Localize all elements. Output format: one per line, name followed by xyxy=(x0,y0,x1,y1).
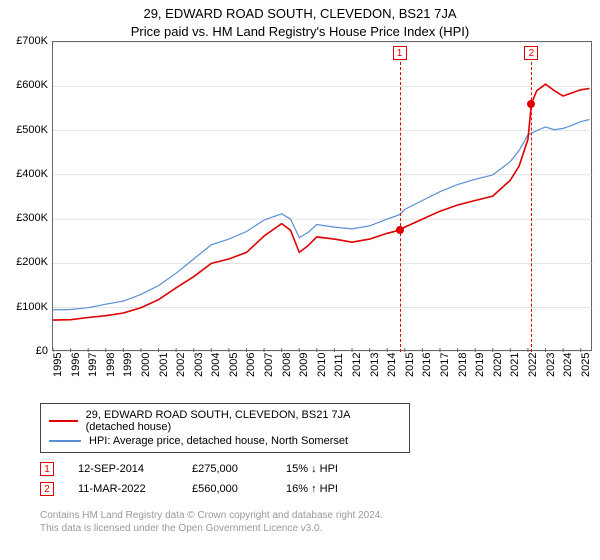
x-tick-label: 2004 xyxy=(210,353,222,377)
legend-row: 29, EDWARD ROAD SOUTH, CLEVEDON, BS21 7J… xyxy=(49,408,401,434)
x-tick-label: 2022 xyxy=(527,353,539,377)
x-tick-label: 2020 xyxy=(492,353,504,377)
legend-swatch xyxy=(49,420,78,422)
sale-badge: 2 xyxy=(40,482,54,496)
x-tick-label: 2003 xyxy=(193,353,205,377)
footer-line-2: This data is licensed under the Open Gov… xyxy=(40,522,600,535)
marker-flag-2: 2 xyxy=(524,46,538,60)
x-tick-label: 2013 xyxy=(369,353,381,377)
legend-label: 29, EDWARD ROAD SOUTH, CLEVEDON, BS21 7J… xyxy=(86,409,401,433)
x-tick-label: 2001 xyxy=(158,353,170,377)
y-tick-label: £300K xyxy=(16,212,48,224)
chart-area: £0£100K£200K£300K£400K£500K£600K£700K 12… xyxy=(0,41,600,401)
x-tick-label: 2021 xyxy=(509,353,521,377)
x-tick-label: 2009 xyxy=(298,353,310,377)
sale-date: 12-SEP-2014 xyxy=(78,463,168,475)
x-tick-label: 2002 xyxy=(175,353,187,377)
legend-box: 29, EDWARD ROAD SOUTH, CLEVEDON, BS21 7J… xyxy=(40,403,410,453)
marker-dot-2 xyxy=(527,100,535,108)
sale-hpi-delta: 16% ↑ HPI xyxy=(286,483,338,495)
y-tick-label: £100K xyxy=(16,301,48,313)
x-tick-label: 2024 xyxy=(562,353,574,377)
sale-date: 11-MAR-2022 xyxy=(78,483,168,495)
plot-region: 12 xyxy=(52,41,592,351)
chart-svg xyxy=(53,42,593,352)
x-tick-label: 1999 xyxy=(122,353,134,377)
sale-price: £560,000 xyxy=(192,483,262,495)
sale-price: £275,000 xyxy=(192,463,262,475)
y-tick-label: £600K xyxy=(16,79,48,91)
x-tick-label: 2018 xyxy=(457,353,469,377)
x-tick-label: 2011 xyxy=(333,353,345,377)
x-tick-label: 2017 xyxy=(439,353,451,377)
marker-flag-1: 1 xyxy=(393,46,407,60)
page-container: 29, EDWARD ROAD SOUTH, CLEVEDON, BS21 7J… xyxy=(0,0,600,560)
y-tick-label: £700K xyxy=(16,35,48,47)
marker-line-1 xyxy=(400,62,401,352)
address-title: 29, EDWARD ROAD SOUTH, CLEVEDON, BS21 7J… xyxy=(0,6,600,21)
x-tick-label: 1996 xyxy=(70,353,82,377)
x-tick-label: 2010 xyxy=(316,353,328,377)
series-hpi xyxy=(53,120,590,310)
x-tick-label: 2014 xyxy=(386,353,398,377)
sales-table: 1 12-SEP-2014 £275,000 15% ↓ HPI 2 11-MAR-202… xyxy=(40,459,600,499)
x-tick-label: 2023 xyxy=(545,353,557,377)
sale-hpi-delta: 15% ↓ HPI xyxy=(286,463,338,475)
x-tick-label: 2006 xyxy=(245,353,257,377)
x-tick-label: 1998 xyxy=(105,353,117,377)
x-tick-label: 1997 xyxy=(87,353,99,377)
series-property xyxy=(53,84,590,320)
subtitle: Price paid vs. HM Land Registry's House … xyxy=(0,24,600,39)
sale-badge: 1 xyxy=(40,462,54,476)
x-tick-label: 2015 xyxy=(404,353,416,377)
sale-row: 2 11-MAR-2022 £560,000 16% ↑ HPI xyxy=(40,479,600,499)
title-block: 29, EDWARD ROAD SOUTH, CLEVEDON, BS21 7J… xyxy=(0,0,600,41)
legend-label: HPI: Average price, detached house, Nort… xyxy=(89,435,348,447)
y-tick-label: £0 xyxy=(36,345,48,357)
sale-row: 1 12-SEP-2014 £275,000 15% ↓ HPI xyxy=(40,459,600,479)
marker-dot-1 xyxy=(396,226,404,234)
y-tick-label: £400K xyxy=(16,168,48,180)
footer-line-1: Contains HM Land Registry data © Crown c… xyxy=(40,509,600,522)
x-tick-label: 2007 xyxy=(263,353,275,377)
x-tick-label: 2019 xyxy=(474,353,486,377)
y-tick-label: £500K xyxy=(16,124,48,136)
x-tick-label: 2016 xyxy=(421,353,433,377)
x-tick-label: 2005 xyxy=(228,353,240,377)
footer-attribution: Contains HM Land Registry data © Crown c… xyxy=(40,509,600,535)
x-tick-label: 2025 xyxy=(580,353,592,377)
x-axis: 1995 1996 1997 1998 1999 2000 2001 2002 2003 2004… xyxy=(52,351,592,401)
y-axis: £0£100K£200K£300K£400K£500K£600K£700K xyxy=(0,41,52,351)
x-tick-label: 1995 xyxy=(52,353,64,377)
legend-swatch xyxy=(49,440,81,442)
x-tick-label: 2000 xyxy=(140,353,152,377)
y-tick-label: £200K xyxy=(16,256,48,268)
x-tick-label: 2008 xyxy=(281,353,293,377)
x-tick-label: 2012 xyxy=(351,353,363,377)
legend-row: HPI: Average price, detached house, Nort… xyxy=(49,434,401,448)
